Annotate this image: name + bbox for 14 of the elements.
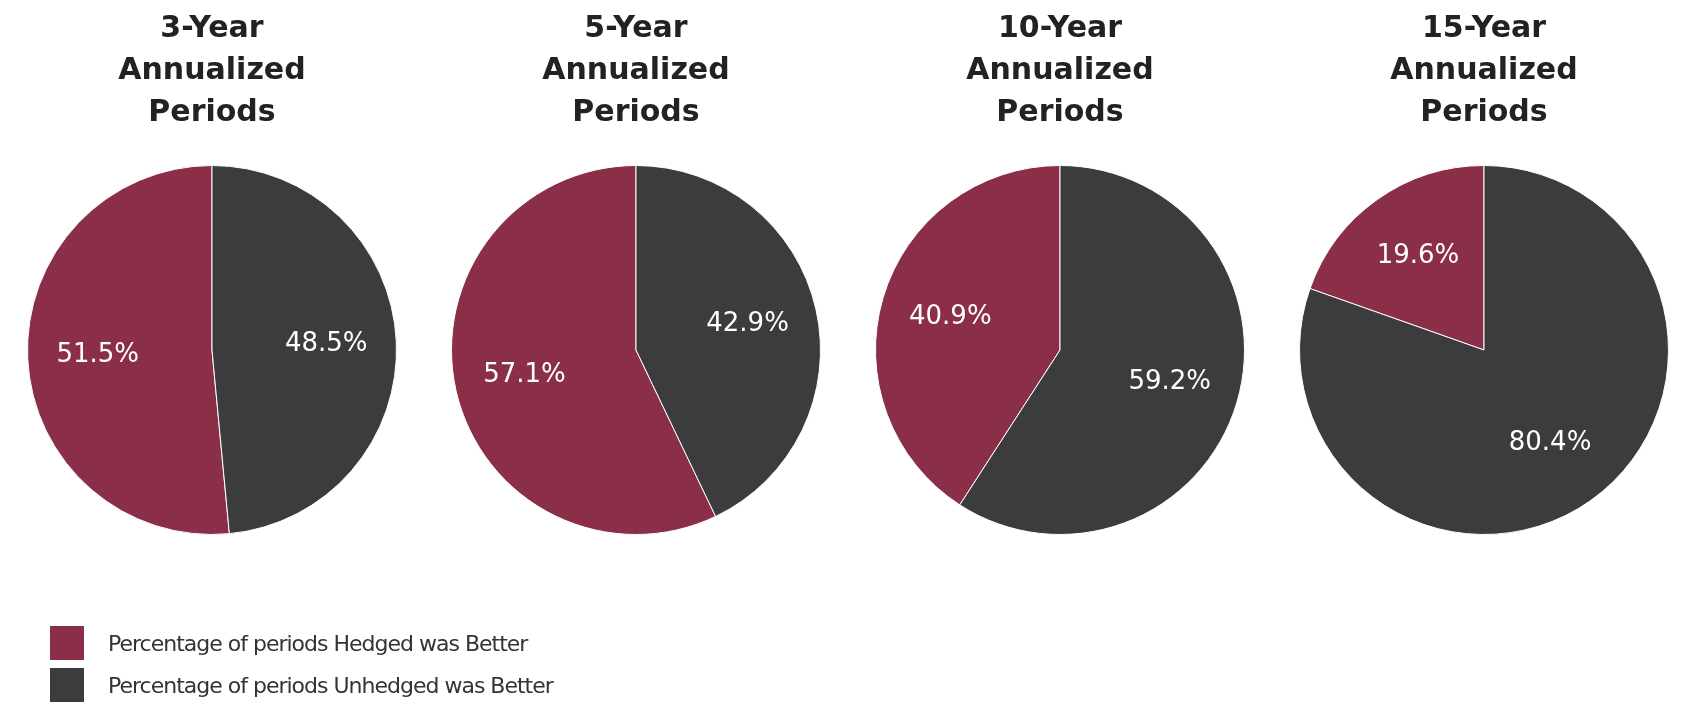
legend-label: Percentage of periods Unhedged was Better — [108, 672, 553, 698]
data-label: 80.4% — [1508, 426, 1592, 457]
data-label: 40.9% — [908, 300, 992, 331]
chart-title: 5-Year Annualized Periods — [541, 8, 731, 130]
chart-title: 3-Year Annualized Periods — [117, 8, 307, 130]
data-label: 19.6% — [1376, 239, 1460, 270]
data-label: 42.9% — [706, 307, 789, 338]
data-label: 59.2% — [1128, 365, 1212, 396]
data-label: 48.5% — [284, 327, 368, 358]
data-label: 57.1% — [483, 358, 566, 389]
chart-title: 15-Year Annualized Periods — [1389, 8, 1579, 130]
data-label: 51.5% — [56, 338, 140, 369]
legend-label: Percentage of periods Hedged was Better — [108, 630, 528, 656]
chart-title: 10-Year Annualized Periods — [965, 8, 1155, 130]
